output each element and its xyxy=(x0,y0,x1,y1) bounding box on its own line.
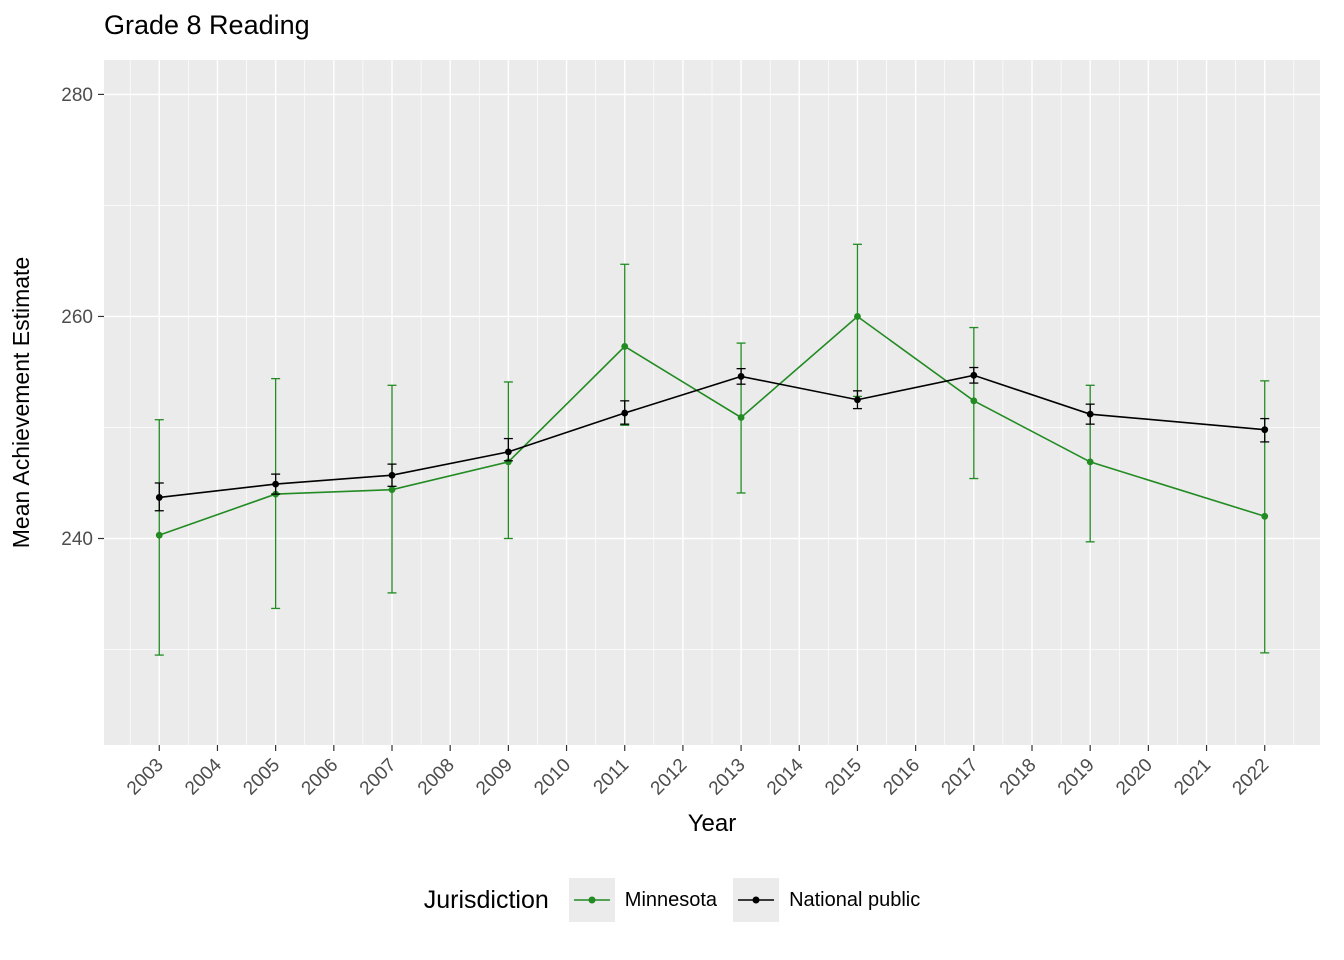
chart-title: Grade 8 Reading xyxy=(104,10,310,40)
legend-item-minnesota: Minnesota xyxy=(568,878,718,922)
y-axis-label-container: Mean Achievement Estimate xyxy=(0,60,44,745)
y-axis-label: Mean Achievement Estimate xyxy=(8,256,35,549)
svg-text:260: 260 xyxy=(61,307,93,328)
svg-text:2022: 2022 xyxy=(1229,755,1274,800)
legend-key-minnesota-icon xyxy=(568,878,615,922)
legend-label-minnesota: Minnesota xyxy=(624,888,718,911)
svg-text:2019: 2019 xyxy=(1054,755,1099,800)
svg-text:2011: 2011 xyxy=(590,755,634,799)
legend-item-national-public: National public xyxy=(733,878,920,922)
svg-text:2007: 2007 xyxy=(356,755,401,800)
svg-text:240: 240 xyxy=(61,529,93,550)
svg-text:2003: 2003 xyxy=(123,755,168,800)
svg-text:2008: 2008 xyxy=(414,755,459,800)
svg-text:2015: 2015 xyxy=(821,755,866,800)
svg-text:2021: 2021 xyxy=(1170,755,1215,800)
svg-text:2018: 2018 xyxy=(996,755,1041,800)
svg-text:2013: 2013 xyxy=(705,755,750,800)
svg-text:2009: 2009 xyxy=(472,755,517,800)
legend: Jurisdiction Minnesota National public xyxy=(0,878,1344,922)
svg-text:2004: 2004 xyxy=(181,754,226,799)
legend-key-national-public-icon xyxy=(733,878,780,922)
svg-text:2017: 2017 xyxy=(938,755,983,800)
svg-text:2010: 2010 xyxy=(530,755,575,800)
svg-text:2005: 2005 xyxy=(239,755,284,800)
svg-text:2006: 2006 xyxy=(298,755,343,800)
svg-text:2020: 2020 xyxy=(1112,755,1157,800)
svg-text:280: 280 xyxy=(61,85,93,106)
legend-label-national-public: National public xyxy=(789,888,921,911)
x-axis-label: Year xyxy=(687,810,737,837)
svg-text:2016: 2016 xyxy=(879,755,924,800)
legend-title: Jurisdiction xyxy=(423,885,549,914)
svg-text:2012: 2012 xyxy=(647,755,692,800)
svg-text:2014: 2014 xyxy=(763,754,808,799)
